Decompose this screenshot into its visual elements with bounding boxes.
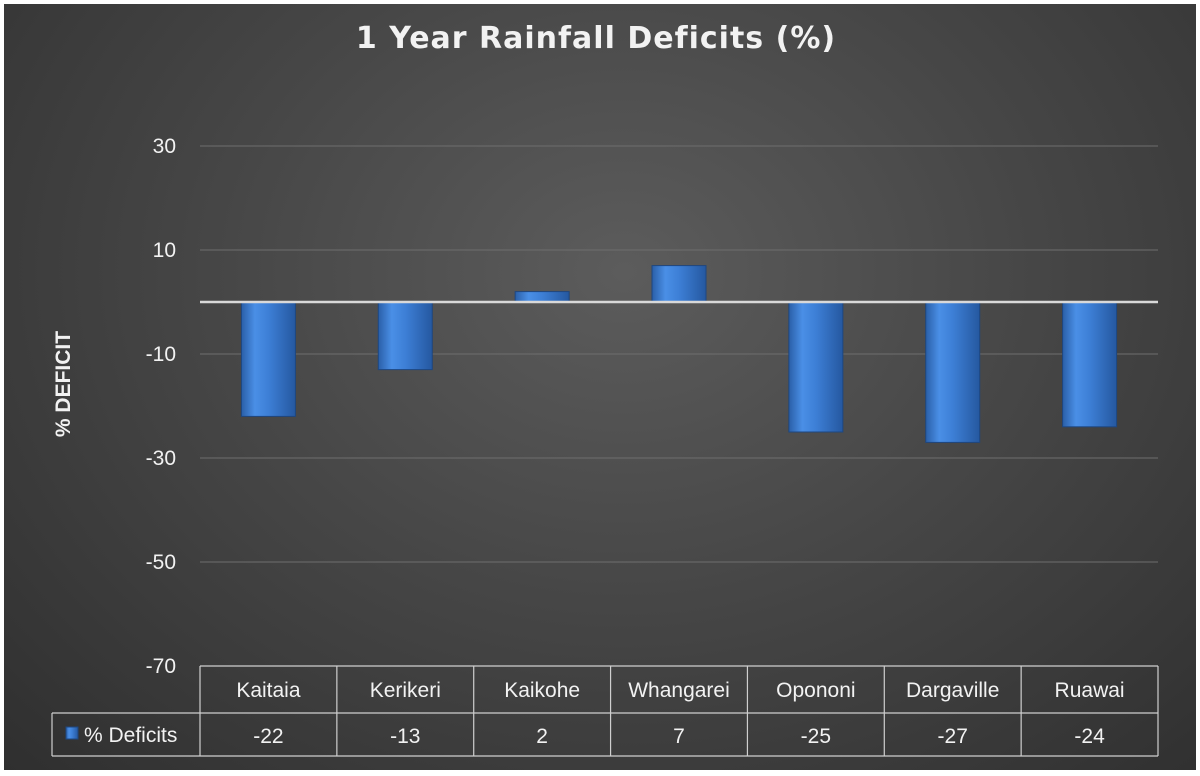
y-tick-label: -70 — [146, 655, 176, 678]
data-value-label: -13 — [390, 725, 420, 748]
legend-swatch — [65, 726, 79, 740]
category-label: Opononi — [776, 679, 855, 702]
category-label: Kerikeri — [370, 679, 441, 702]
category-label: Dargaville — [906, 679, 999, 702]
chart-title: 1 Year Rainfall Deficits (%) — [356, 21, 836, 56]
bar-kerikeri — [377, 301, 433, 371]
category-label: Ruawai — [1055, 679, 1125, 702]
data-value-label: -27 — [938, 725, 968, 748]
y-tick-label: -10 — [146, 343, 176, 366]
y-tick-label: 30 — [153, 135, 176, 158]
bar-whangarei — [651, 265, 707, 303]
data-table: Kaitaia Kerikeri Kaikohe Whangarei Opononi Da… — [51, 665, 1159, 757]
data-value-label: 7 — [673, 725, 685, 748]
bar-ruawai — [1062, 301, 1118, 428]
legend-series-name: % Deficits — [84, 724, 177, 747]
bar-kaitaia — [240, 301, 296, 417]
bars — [200, 265, 1158, 443]
y-axis-label: % DEFICIT — [52, 331, 75, 437]
category-label: Kaitaia — [236, 679, 301, 702]
chart-area: 1 Year Rainfall Deficits (%) % DEFICIT 3… — [4, 4, 1196, 770]
data-value-label: -22 — [253, 725, 283, 748]
category-label: Whangarei — [628, 679, 730, 702]
bar-kaikohe — [514, 291, 570, 303]
y-tick-label: -30 — [146, 447, 176, 470]
y-axis-ticks: 30 10 -10 -30 -50 -70 — [146, 135, 176, 678]
gridlines — [200, 145, 1158, 563]
bar-chart: 1 Year Rainfall Deficits (%) % DEFICIT 3… — [51, 21, 1159, 757]
category-label: Kaikohe — [504, 679, 580, 702]
data-value-label: -24 — [1074, 725, 1105, 748]
bar-opononi — [788, 301, 844, 433]
y-tick-label: 10 — [153, 239, 176, 262]
bar-dargaville — [925, 301, 981, 443]
data-value-label: 2 — [536, 725, 548, 748]
data-value-label: -25 — [801, 725, 831, 748]
y-tick-label: -50 — [146, 551, 176, 574]
